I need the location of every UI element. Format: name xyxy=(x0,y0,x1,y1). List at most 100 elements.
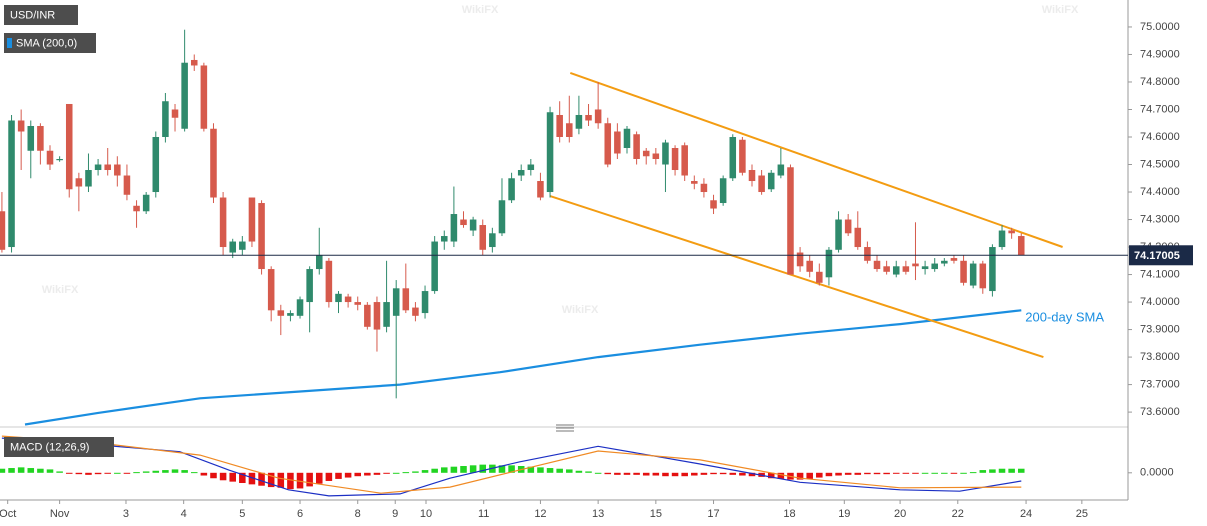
macd-bar xyxy=(190,472,198,474)
macd-legend: MACD (12,26,9) xyxy=(4,437,114,457)
candle-body xyxy=(200,65,208,129)
macd-line xyxy=(1,435,1022,494)
candle-body xyxy=(210,128,217,198)
candle-body xyxy=(758,175,765,193)
candle-body xyxy=(508,178,515,201)
candle-body xyxy=(306,269,313,303)
watermark: WikiFX xyxy=(462,4,499,16)
macd-bar xyxy=(921,472,929,474)
candle-body xyxy=(864,247,871,261)
candle-body xyxy=(517,170,525,176)
candle-body xyxy=(796,252,804,267)
candle-body xyxy=(296,299,304,316)
macd-bar xyxy=(469,465,477,473)
y-tick-label: 73.7000 xyxy=(1140,378,1180,390)
watermarks: WikiFX WikiFX WikiFX WikiFX xyxy=(42,4,1079,316)
candle-body xyxy=(921,266,929,270)
candle-body xyxy=(421,291,429,314)
x-tick-label: 17 xyxy=(707,508,719,520)
candle-body xyxy=(950,258,958,261)
macd-bar xyxy=(941,472,948,474)
candle-body xyxy=(594,109,602,124)
x-tick-label: 12 xyxy=(534,508,546,520)
candle-body xyxy=(162,101,169,137)
candle-body xyxy=(681,145,688,176)
macd-bar xyxy=(287,472,294,490)
x-tick-label: 10 xyxy=(420,508,432,520)
candle-body xyxy=(287,313,294,316)
candle-body xyxy=(537,181,544,198)
candle-body xyxy=(729,136,737,179)
macd-bar xyxy=(0,468,6,473)
macd-bar xyxy=(662,472,669,477)
candle-body xyxy=(152,136,160,193)
candle-body xyxy=(354,302,361,305)
macd-bar xyxy=(162,470,169,473)
macd-bar xyxy=(883,472,890,475)
macd-bar xyxy=(27,468,35,473)
x-tick-label: 22 xyxy=(952,508,964,520)
macd-bar xyxy=(969,472,977,474)
candle-body xyxy=(114,164,121,176)
macd-bar xyxy=(767,472,775,479)
x-tick-label: 4 xyxy=(181,508,187,520)
candle-body xyxy=(527,164,535,171)
x-tick-label: 13 xyxy=(592,508,604,520)
candle-body xyxy=(710,200,717,209)
macd-bar xyxy=(594,472,602,474)
macd-label: MACD (12,26,9) xyxy=(10,441,89,453)
candle-body xyxy=(642,150,650,157)
candle-body xyxy=(373,302,381,330)
last-price-label: 74.17005 xyxy=(1134,250,1180,262)
macd-bar xyxy=(441,467,448,473)
macd-bar xyxy=(912,472,919,474)
y-tick-label: 74.1000 xyxy=(1140,268,1180,280)
macd-bar xyxy=(37,468,44,473)
candle-body xyxy=(787,167,794,275)
sma-line xyxy=(24,309,1022,426)
candle-body xyxy=(806,260,813,272)
macd-bar xyxy=(777,472,785,479)
macd-bar xyxy=(142,471,150,473)
candle-body xyxy=(854,227,862,248)
macd-bar xyxy=(200,472,208,476)
candle-body xyxy=(1008,230,1015,234)
macd-bar xyxy=(950,472,958,474)
x-tick-label: 19 xyxy=(838,508,850,520)
x-tick-label: 18 xyxy=(783,508,795,520)
candle-body xyxy=(94,164,102,171)
macd-bar xyxy=(104,472,111,474)
candle-body xyxy=(17,120,25,132)
x-tick-label: 3 xyxy=(123,508,129,520)
candle-body xyxy=(479,225,487,250)
instrument-label: USD/INR xyxy=(10,9,55,21)
candle-body xyxy=(27,125,35,151)
y-tick-label: 75.0000 xyxy=(1140,21,1180,33)
x-tick-label: 9 xyxy=(392,508,398,520)
macd-bar xyxy=(17,467,25,473)
y-tick-label: 74.5000 xyxy=(1140,158,1180,170)
macd-bar xyxy=(864,472,871,475)
x-tick-label: Nov xyxy=(50,508,70,520)
macd-bar xyxy=(960,472,967,474)
candle-body xyxy=(912,263,919,267)
candle-body xyxy=(652,153,660,160)
macd-bar xyxy=(412,471,419,473)
candle-body xyxy=(56,159,63,161)
instrument-legend: USD/INR xyxy=(4,5,78,25)
macd-bar xyxy=(642,472,650,476)
macd-bar xyxy=(575,470,583,473)
candle-body xyxy=(258,203,265,270)
candle-body xyxy=(623,128,631,149)
y-tick-label: 74.3000 xyxy=(1140,213,1180,225)
macd-bar xyxy=(931,472,938,474)
candle-body xyxy=(0,211,6,250)
candle-body xyxy=(171,109,179,118)
macd-bar xyxy=(229,472,236,482)
macd-bar xyxy=(816,472,823,478)
macd-bar xyxy=(604,472,612,475)
x-tick-label: 24 xyxy=(1020,508,1032,520)
candle-body xyxy=(748,170,756,182)
candle-body xyxy=(229,241,236,253)
macd-bar xyxy=(277,472,285,488)
